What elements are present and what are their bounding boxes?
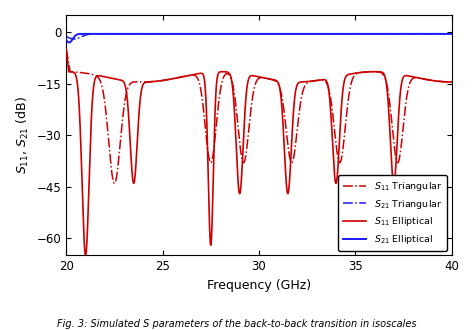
Y-axis label: $S_{11}$, $S_{21}$ (dB): $S_{11}$, $S_{21}$ (dB) <box>15 96 31 174</box>
Text: Fig. 3: Simulated S parameters of the back-to-back transition in isoscales: Fig. 3: Simulated S parameters of the ba… <box>57 319 417 329</box>
X-axis label: Frequency (GHz): Frequency (GHz) <box>207 279 311 292</box>
Legend: $S_{11}$ Triangular, $S_{21}$ Triangular, $S_{11}$ Elliptical, $S_{21}$ Elliptic: $S_{11}$ Triangular, $S_{21}$ Triangular… <box>338 175 447 251</box>
